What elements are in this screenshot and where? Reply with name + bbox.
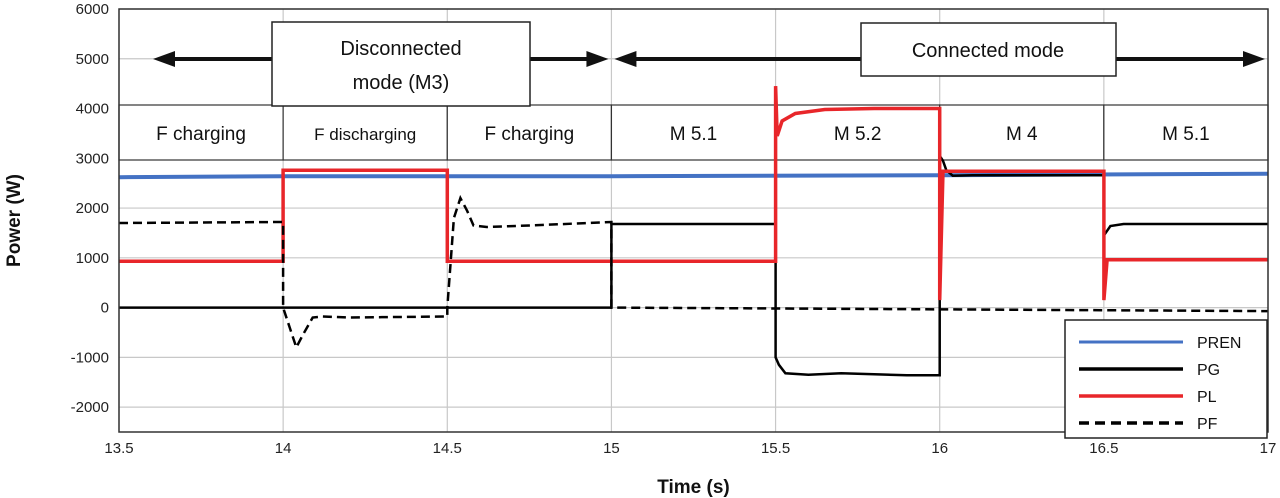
mode-band: F charging bbox=[118, 104, 284, 161]
mode-band: M 5.1 bbox=[610, 104, 777, 161]
x-tick-labels: 13.5 14 14.5 15 15.5 16 16.5 17 bbox=[104, 440, 1276, 457]
legend-entry: PL bbox=[1079, 389, 1217, 406]
banner-disconnected: Disconnected mode (M3) bbox=[153, 21, 609, 107]
mode-bands: F charging F discharging F charging M 5.1 M … bbox=[118, 104, 1269, 161]
mode-band-box bbox=[939, 104, 1105, 161]
y-tick-label: 2000 bbox=[76, 200, 109, 217]
banner-text: Disconnected bbox=[340, 38, 461, 60]
legend: PREN PG PL PF bbox=[1064, 319, 1268, 439]
banner-box bbox=[271, 21, 531, 107]
legend-label: PREN bbox=[1197, 335, 1241, 352]
arrow-head bbox=[586, 51, 609, 67]
mode-banners: Disconnected mode (M3) Connected mode bbox=[153, 21, 1265, 107]
legend-label: PL bbox=[1197, 389, 1217, 406]
x-tick-label: 16 bbox=[931, 440, 948, 457]
y-tick-label: 6000 bbox=[76, 1, 109, 18]
x-tick-label: 16.5 bbox=[1089, 440, 1118, 457]
x-tick-label: 14 bbox=[275, 440, 292, 457]
mode-label: F charging bbox=[484, 124, 574, 145]
mode-label: M 5.1 bbox=[1162, 124, 1210, 145]
series-line-pf bbox=[118, 194, 1269, 351]
x-tick-label: 15.5 bbox=[761, 440, 790, 457]
y-tick-labels: 6000 5000 4000 3000 2000 1000 0 -1000 -2000 bbox=[71, 1, 109, 416]
y-tick-label: 0 bbox=[101, 300, 109, 317]
legend-label: PF bbox=[1197, 416, 1218, 433]
mode-band: M 4 bbox=[939, 104, 1105, 161]
mode-band: F charging bbox=[446, 104, 613, 161]
x-tick-label: 15 bbox=[603, 440, 620, 457]
mode-label: M 5.2 bbox=[834, 124, 882, 145]
series-lines bbox=[118, 86, 1269, 377]
banner-text: Connected mode bbox=[912, 40, 1064, 62]
legend-label: PG bbox=[1197, 362, 1220, 379]
y-tick-label: -1000 bbox=[71, 349, 109, 366]
mode-label: F discharging bbox=[314, 125, 416, 144]
mode-band-box bbox=[1103, 104, 1269, 161]
y-tick-label: 1000 bbox=[76, 250, 109, 267]
mode-label: F charging bbox=[156, 124, 246, 145]
mode-label: M 4 bbox=[1006, 124, 1038, 145]
arrow-head bbox=[614, 51, 637, 67]
legend-entry: PREN bbox=[1079, 335, 1241, 352]
series-line-pl bbox=[119, 86, 1268, 301]
banner-box bbox=[860, 22, 1117, 77]
legend-box bbox=[1064, 319, 1268, 439]
mode-band-box bbox=[446, 104, 613, 161]
y-tick-label: -2000 bbox=[71, 399, 109, 416]
y-axis-label: Power (W) bbox=[4, 174, 25, 267]
x-axis-label: Time (s) bbox=[657, 477, 730, 498]
mode-band: F discharging bbox=[282, 104, 448, 161]
arrow-head bbox=[1243, 51, 1265, 67]
y-tick-label: 4000 bbox=[76, 101, 109, 118]
legend-entry: PG bbox=[1079, 362, 1220, 379]
mode-label: M 5.1 bbox=[670, 124, 718, 145]
banner-connected: Connected mode bbox=[614, 22, 1265, 77]
mode-band: M 5.1 bbox=[1103, 104, 1269, 161]
x-tick-label: 17 bbox=[1260, 440, 1277, 457]
arrow-head bbox=[153, 51, 175, 67]
plot-frame bbox=[118, 8, 1269, 433]
mode-band-box bbox=[282, 104, 448, 161]
y-tick-label: 3000 bbox=[76, 150, 109, 167]
legend-entry: PF bbox=[1079, 416, 1218, 433]
banner-text: mode (M3) bbox=[353, 72, 450, 94]
x-tick-label: 13.5 bbox=[104, 440, 133, 457]
x-tick-label: 14.5 bbox=[433, 440, 462, 457]
y-tick-label: 5000 bbox=[76, 51, 109, 68]
